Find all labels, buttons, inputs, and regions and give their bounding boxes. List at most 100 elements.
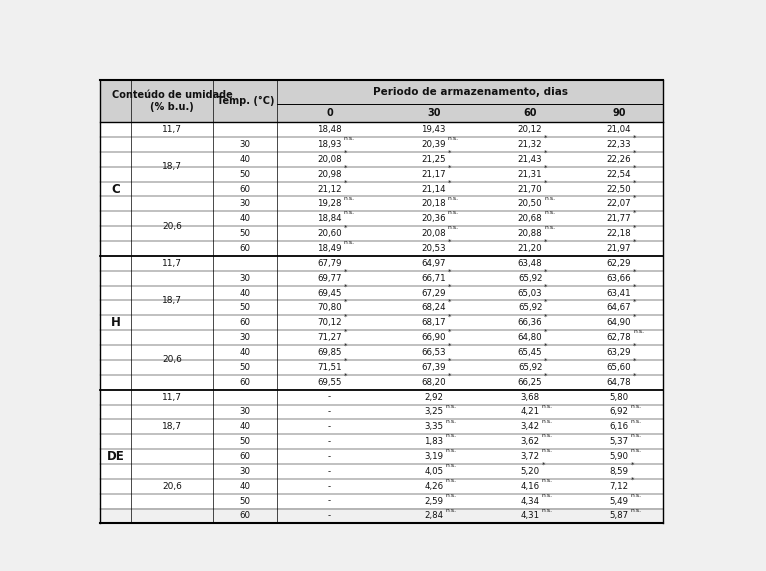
Text: 4,34: 4,34 — [521, 497, 540, 505]
Text: *: * — [633, 343, 637, 349]
Bar — [100, 315, 663, 330]
Text: 21,77: 21,77 — [607, 214, 631, 223]
Text: n.s.: n.s. — [630, 433, 642, 439]
Text: 20,98: 20,98 — [317, 170, 342, 179]
Text: n.s.: n.s. — [545, 226, 555, 230]
Text: 3,68: 3,68 — [521, 393, 540, 401]
Text: 5,37: 5,37 — [609, 437, 628, 446]
Text: 30: 30 — [240, 140, 250, 149]
Bar — [100, 464, 663, 479]
Text: 68,17: 68,17 — [421, 318, 446, 327]
Text: *: * — [448, 180, 451, 186]
Text: 4,26: 4,26 — [424, 482, 444, 490]
Text: 20,08: 20,08 — [421, 229, 446, 238]
Text: 50: 50 — [240, 229, 250, 238]
Text: 69,55: 69,55 — [317, 378, 342, 387]
Text: n.s.: n.s. — [344, 196, 355, 200]
Text: *: * — [545, 180, 548, 186]
Text: 21,14: 21,14 — [421, 184, 446, 194]
Text: 60: 60 — [240, 184, 250, 194]
Text: *: * — [344, 165, 347, 171]
Text: *: * — [344, 150, 347, 156]
Text: 3,42: 3,42 — [521, 423, 540, 431]
Text: Temp. (°C): Temp. (°C) — [217, 96, 274, 106]
Text: 20,39: 20,39 — [421, 140, 446, 149]
Text: 4,21: 4,21 — [521, 408, 540, 416]
Text: *: * — [448, 358, 451, 364]
Text: 40: 40 — [240, 214, 250, 223]
Text: *: * — [344, 299, 347, 305]
Bar — [100, 419, 663, 434]
Bar — [100, 404, 663, 419]
Text: 50: 50 — [240, 437, 250, 446]
Bar — [100, 375, 663, 389]
Text: 18,7: 18,7 — [162, 423, 182, 431]
Text: *: * — [448, 343, 451, 349]
Text: 20,08: 20,08 — [317, 155, 342, 164]
Text: 3,72: 3,72 — [521, 452, 540, 461]
Text: 0: 0 — [326, 108, 333, 118]
Text: 20,18: 20,18 — [421, 199, 446, 208]
Text: -: - — [328, 467, 331, 476]
Text: 69,45: 69,45 — [317, 288, 342, 297]
Text: 69,85: 69,85 — [317, 348, 342, 357]
Bar — [100, 494, 663, 509]
Text: n.s.: n.s. — [545, 211, 555, 215]
Text: n.s.: n.s. — [448, 196, 459, 200]
Text: *: * — [545, 313, 548, 320]
Text: DE: DE — [107, 450, 125, 463]
Text: n.s.: n.s. — [445, 493, 457, 498]
Text: 67,79: 67,79 — [317, 259, 342, 268]
Text: n.s.: n.s. — [542, 404, 553, 409]
Text: 64,80: 64,80 — [518, 333, 542, 342]
Text: 21,32: 21,32 — [518, 140, 542, 149]
Bar — [100, 449, 663, 464]
Text: *: * — [630, 462, 634, 468]
Text: *: * — [633, 269, 637, 275]
Text: -: - — [328, 393, 331, 401]
Text: 40: 40 — [240, 482, 250, 490]
Text: 2,92: 2,92 — [424, 393, 444, 401]
Text: 30: 30 — [240, 199, 250, 208]
Text: -: - — [328, 423, 331, 431]
Text: 3,25: 3,25 — [424, 408, 444, 416]
Bar — [100, 226, 663, 241]
Text: 62,29: 62,29 — [607, 259, 631, 268]
Text: *: * — [633, 358, 637, 364]
Text: *: * — [633, 239, 637, 245]
Text: 65,92: 65,92 — [518, 363, 542, 372]
Text: 60: 60 — [240, 378, 250, 387]
Text: *: * — [448, 313, 451, 320]
Text: 30: 30 — [240, 467, 250, 476]
Bar — [100, 434, 663, 449]
Text: 30: 30 — [240, 408, 250, 416]
Text: *: * — [545, 150, 548, 156]
Text: 60: 60 — [240, 318, 250, 327]
Text: 7,12: 7,12 — [609, 482, 628, 490]
Text: *: * — [448, 299, 451, 305]
Text: 30: 30 — [240, 333, 250, 342]
Text: 66,25: 66,25 — [518, 378, 542, 387]
Text: *: * — [545, 358, 548, 364]
Text: 8,59: 8,59 — [610, 467, 628, 476]
Text: 21,70: 21,70 — [518, 184, 542, 194]
Text: 30: 30 — [240, 274, 250, 283]
Text: 66,71: 66,71 — [421, 274, 446, 283]
Bar — [100, 182, 663, 196]
Text: 5,49: 5,49 — [610, 497, 628, 505]
Text: *: * — [344, 358, 347, 364]
Text: n.s.: n.s. — [542, 493, 553, 498]
Text: n.s.: n.s. — [630, 448, 642, 453]
Text: 69,77: 69,77 — [317, 274, 342, 283]
Text: 18,93: 18,93 — [317, 140, 342, 149]
Text: n.s.: n.s. — [445, 478, 457, 483]
Text: 5,80: 5,80 — [609, 393, 628, 401]
Text: 11,7: 11,7 — [162, 393, 182, 401]
Text: 20,6: 20,6 — [162, 222, 182, 231]
Text: 60: 60 — [240, 512, 250, 521]
Text: 20,88: 20,88 — [518, 229, 542, 238]
Text: 22,50: 22,50 — [607, 184, 631, 194]
Text: 63,66: 63,66 — [607, 274, 631, 283]
Text: 22,33: 22,33 — [607, 140, 631, 149]
Text: n.s.: n.s. — [542, 419, 553, 424]
